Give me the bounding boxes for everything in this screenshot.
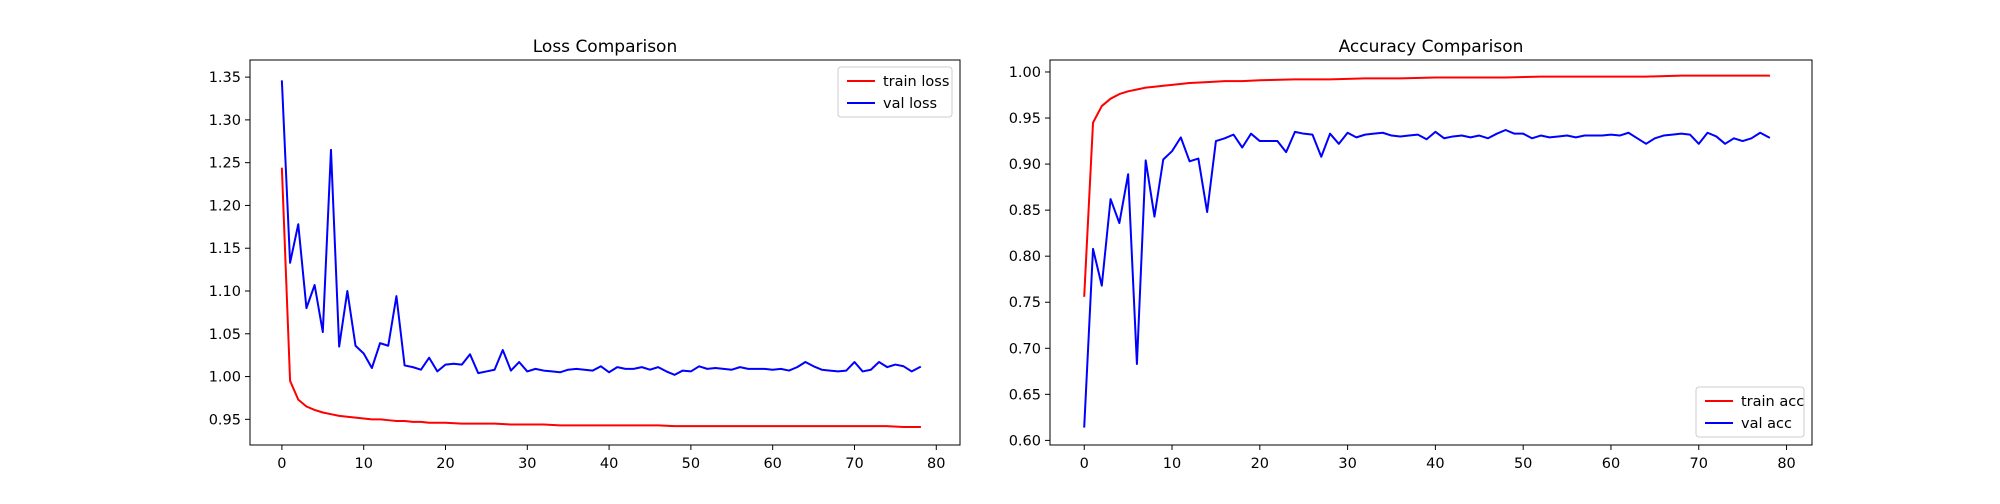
plot-area [250, 60, 960, 445]
y-tick-label: 1.30 [209, 113, 241, 129]
legend: train loss val loss [837, 66, 953, 118]
x-tick-label: 70 [845, 456, 863, 472]
series-line-train-acc [1083, 74, 1770, 297]
x-tick-label: 50 [682, 456, 700, 472]
legend-label: val acc [1741, 416, 1792, 432]
legend-label: train loss [883, 74, 949, 90]
series-line-val-loss [280, 80, 922, 376]
axes-frame [1049, 59, 1813, 446]
x-tick-label: 20 [436, 456, 454, 472]
x-tick-label: 60 [1602, 456, 1620, 472]
y-tick-label: 1.25 [209, 156, 241, 172]
x-tick-label: 0 [1080, 456, 1089, 472]
y-tick-label: 1.05 [209, 327, 241, 343]
y-tick-label: 1.00 [1009, 65, 1041, 81]
y-tick-label: 0.60 [1009, 433, 1041, 449]
x-tick-label: 30 [518, 456, 536, 472]
accuracy-comparison-chart: Accuracy Comparison 0 10 20 30 40 50 60 70 80 0.6… [1009, 37, 1813, 472]
y-tick-label: 0.95 [209, 412, 241, 428]
y-tick-label: 0.95 [1009, 111, 1041, 127]
series-line-train-loss [280, 167, 921, 429]
y-tick-label: 0.75 [1009, 295, 1041, 311]
x-tick-label: 70 [1690, 456, 1708, 472]
y-tick-label: 0.70 [1009, 341, 1041, 357]
x-tick-label: 10 [354, 456, 372, 472]
x-tick-label: 40 [1426, 456, 1444, 472]
x-tick-label: 80 [927, 456, 945, 472]
x-tick-label: 40 [600, 456, 618, 472]
legend-label: val loss [883, 96, 937, 112]
x-tick-label: 60 [763, 456, 781, 472]
y-tick-label: 0.85 [1009, 203, 1041, 219]
legend-box [1695, 386, 1805, 438]
x-tick-label: 80 [1777, 456, 1795, 472]
y-tick-label: 1.10 [209, 284, 241, 300]
y-tick-label: 1.20 [209, 198, 241, 214]
y-tick-label: 0.90 [1009, 157, 1041, 173]
y-tick-label: 1.00 [209, 370, 241, 386]
legend-box [837, 66, 953, 118]
x-tick-label: 50 [1514, 456, 1532, 472]
x-tick-label: 20 [1251, 456, 1269, 472]
plot-area [1050, 60, 1812, 445]
chart-title: Accuracy Comparison [1339, 37, 1524, 57]
series-line-val-acc [1083, 129, 1771, 428]
y-tick-label: 0.65 [1009, 387, 1041, 403]
x-tick-label: 10 [1163, 456, 1181, 472]
x-tick-label: 0 [277, 456, 286, 472]
x-tick-label: 30 [1338, 456, 1356, 472]
y-tick-label: 1.15 [209, 241, 241, 257]
y-tick-label: 1.35 [209, 70, 241, 86]
loss-comparison-chart: Loss Comparison 0 10 20 30 40 50 60 70 80 0.95 1.0… [209, 37, 961, 472]
legend-label: train acc [1741, 394, 1804, 410]
axes-frame [249, 59, 961, 446]
legend: train acc val acc [1695, 386, 1805, 438]
chart-title: Loss Comparison [533, 37, 677, 57]
y-tick-label: 0.80 [1009, 249, 1041, 265]
